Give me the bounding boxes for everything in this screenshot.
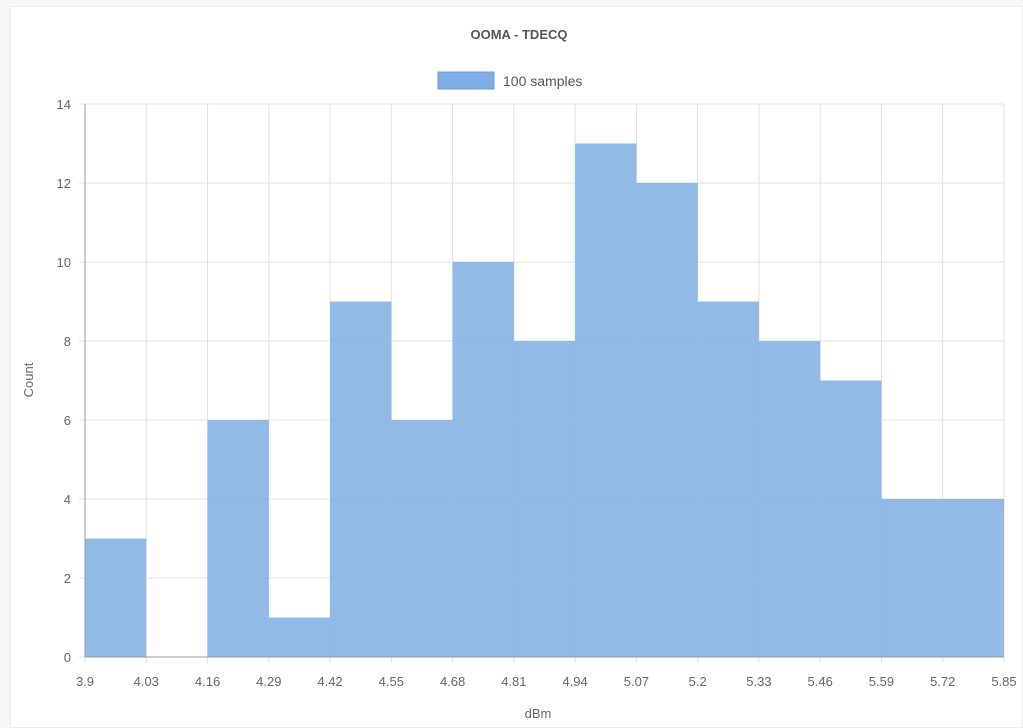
x-tick-label: 4.68 xyxy=(440,674,465,689)
x-tick-label: 5.07 xyxy=(624,674,649,689)
x-tick-label: 5.33 xyxy=(746,674,771,689)
histogram-bar xyxy=(268,617,331,657)
legend[interactable]: 100 samples xyxy=(437,71,582,90)
x-tick-label: 5.46 xyxy=(808,674,833,689)
legend-label[interactable]: 100 samples xyxy=(503,73,582,89)
histogram-bar xyxy=(330,301,392,657)
y-axis-ticks: 0 2 4 6 8 10 12 14 xyxy=(57,97,71,665)
histogram-bar xyxy=(452,262,514,657)
y-tick-label: 4 xyxy=(64,492,71,507)
x-tick-label: 5.72 xyxy=(930,674,955,689)
x-tick-label: 4.42 xyxy=(317,674,342,689)
x-tick-label: 4.55 xyxy=(379,674,404,689)
histogram-bar xyxy=(513,341,576,657)
x-tick-label: 4.16 xyxy=(195,674,220,689)
histogram-bar xyxy=(881,499,943,657)
x-tick-label: 4.03 xyxy=(134,674,159,689)
histogram-bar xyxy=(391,420,453,657)
y-axis-title: Count xyxy=(21,362,36,397)
y-tick-label: 2 xyxy=(64,571,71,586)
histogram-bar xyxy=(758,341,821,657)
x-tick-label: 5.85 xyxy=(991,674,1016,689)
x-tick-label: 5.2 xyxy=(689,674,707,689)
x-tick-label: 4.81 xyxy=(501,674,526,689)
chart-title: OOMA - TDECQ xyxy=(470,27,567,42)
y-tick-label: 8 xyxy=(64,334,71,349)
x-tick-label: 3.9 xyxy=(76,674,94,689)
histogram-bar xyxy=(85,538,147,657)
histogram-bar xyxy=(697,301,759,657)
x-tick-label: 4.94 xyxy=(562,674,587,689)
x-axis-title: dBm xyxy=(525,706,552,721)
histogram-bar xyxy=(820,380,882,657)
y-tick-label: 14 xyxy=(57,97,71,112)
y-tick-label: 0 xyxy=(64,650,71,665)
x-tick-label: 5.59 xyxy=(869,674,894,689)
histogram-bar xyxy=(575,143,637,657)
legend-swatch[interactable] xyxy=(437,71,495,90)
histogram-bar xyxy=(942,499,1004,657)
axes xyxy=(84,104,1004,658)
histogram-bar xyxy=(636,183,698,657)
y-tick-label: 10 xyxy=(57,255,71,270)
x-axis-ticks: 3.9 4.03 4.16 4.29 4.42 4.55 4.68 4.81 4.94 5.07 5… xyxy=(76,674,1017,689)
y-tick-label: 6 xyxy=(64,413,71,428)
x-tick-label: 4.29 xyxy=(256,674,281,689)
y-tick-label: 12 xyxy=(57,176,71,191)
bars xyxy=(85,143,1004,657)
histogram-bar xyxy=(207,420,269,657)
